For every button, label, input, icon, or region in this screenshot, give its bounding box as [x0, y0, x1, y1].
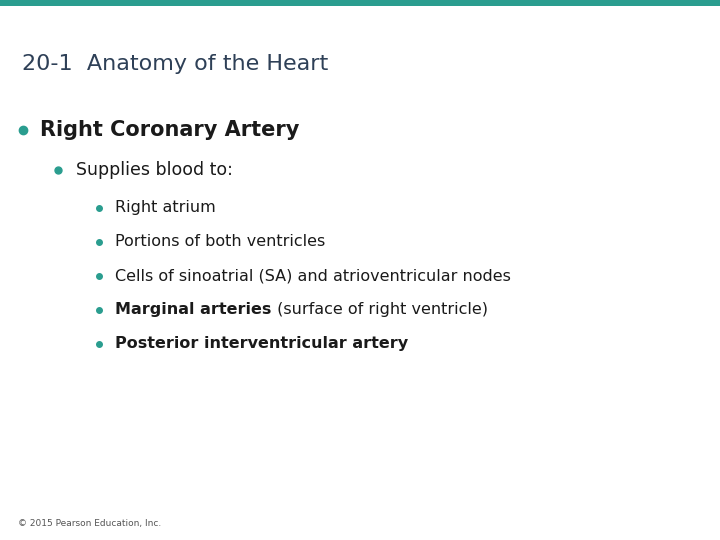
Text: Supplies blood to:: Supplies blood to: [76, 161, 233, 179]
Text: Portions of both ventricles: Portions of both ventricles [115, 234, 325, 249]
Text: Right atrium: Right atrium [115, 200, 216, 215]
Text: Right Coronary Artery: Right Coronary Artery [40, 119, 299, 140]
Text: Cells of sinoatrial (SA) and atrioventricular nodes: Cells of sinoatrial (SA) and atrioventri… [115, 268, 511, 284]
Text: Marginal arteries: Marginal arteries [115, 302, 271, 318]
Text: Posterior interventricular artery: Posterior interventricular artery [115, 336, 408, 352]
Text: 20-1  Anatomy of the Heart: 20-1 Anatomy of the Heart [22, 54, 328, 74]
Text: (surface of right ventricle): (surface of right ventricle) [271, 302, 487, 318]
Text: © 2015 Pearson Education, Inc.: © 2015 Pearson Education, Inc. [18, 519, 161, 528]
Bar [0, 0, 720, 6]
